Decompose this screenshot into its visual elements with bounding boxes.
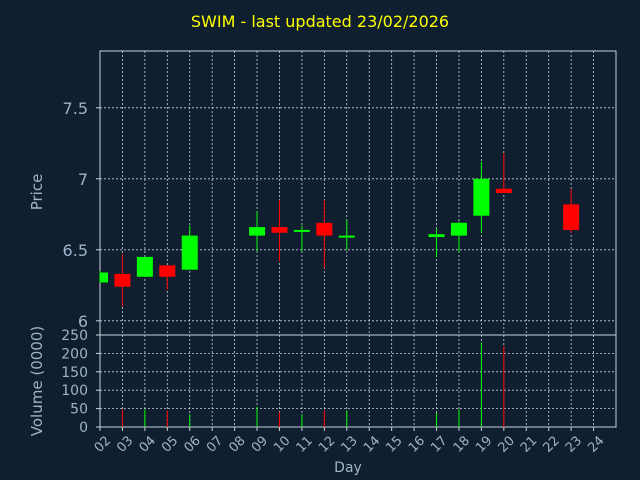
volume-tick-label: 0 <box>79 420 88 436</box>
volume-panel: 0 50 100 150 200 250 <box>61 328 617 436</box>
x-tick-label: 17 <box>428 433 450 455</box>
price-axis-label: Price <box>28 174 46 211</box>
x-tick-label: 21 <box>518 433 540 455</box>
x-tick-label: 02 <box>92 433 114 455</box>
x-tick-label: 06 <box>181 433 203 455</box>
x-tick-label: 13 <box>339 433 361 455</box>
candle-body <box>428 234 445 238</box>
x-tick-label: 07 <box>204 433 226 455</box>
volume-bars <box>121 342 505 427</box>
price-tick-label: 7.5 <box>63 99 88 118</box>
candle-body <box>181 235 198 270</box>
candle-body <box>316 222 333 236</box>
x-tick-label: 19 <box>473 433 495 455</box>
candle-body <box>159 265 176 277</box>
volume-tick-label: 150 <box>61 365 88 381</box>
x-tick-label: 04 <box>137 433 159 455</box>
x-tick-label: 09 <box>249 433 271 455</box>
x-tick-label: 11 <box>294 433 316 455</box>
candle-body <box>563 204 580 230</box>
x-tick-label: 23 <box>563 433 585 455</box>
volume-tick-label: 50 <box>70 402 88 418</box>
x-tick-label: 03 <box>114 433 136 455</box>
x-tick-label: 22 <box>540 433 562 455</box>
x-tick-labels: 02 03 04 05 06 07 08 09 10 11 12 13 14 15 16 17 18 19 20 21… <box>92 427 608 456</box>
candle-body <box>100 272 108 283</box>
candle-body <box>495 188 512 193</box>
candle-body <box>114 273 131 287</box>
price-panel: 6 6.5 7 7.5 <box>63 50 617 336</box>
volume-axis-label: Volume (0000) <box>28 326 46 436</box>
candle-body <box>249 227 266 236</box>
x-tick-label: 20 <box>496 433 518 455</box>
candle-body <box>136 256 153 277</box>
x-tick-label: 14 <box>361 433 383 455</box>
x-tick-label: 15 <box>383 433 405 455</box>
price-plot-area <box>99 50 617 336</box>
x-axis-label: Day <box>334 460 362 476</box>
candle-body <box>293 229 310 232</box>
volume-tick-label: 200 <box>61 346 88 362</box>
candle-body <box>338 235 355 238</box>
price-tick-label: 6 <box>78 312 88 331</box>
x-tick-label: 05 <box>159 433 181 455</box>
x-tick-label: 12 <box>316 433 338 455</box>
price-tick-label: 7 <box>78 170 88 189</box>
candle-body <box>473 178 490 216</box>
volume-tick-label: 100 <box>61 383 88 399</box>
x-tick-label: 10 <box>271 433 293 455</box>
x-tick-label: 16 <box>406 433 428 455</box>
volume-y-tick-labels: 0 50 100 150 200 250 <box>61 328 100 436</box>
x-tick-label: 24 <box>585 433 607 455</box>
candles <box>99 153 580 307</box>
chart-title: SWIM - last updated 23/02/2026 <box>190 12 450 31</box>
price-gridlines <box>100 51 616 335</box>
price-tick-label: 6.5 <box>63 241 88 260</box>
x-tick-label: 08 <box>226 433 248 455</box>
volume-gridlines <box>100 335 616 427</box>
candle-body <box>450 222 467 236</box>
candle-body <box>271 227 288 233</box>
volume-tick-label: 250 <box>61 328 88 344</box>
volume-plot-area <box>99 334 617 428</box>
x-tick-label: 18 <box>451 433 473 455</box>
price-y-tick-labels: 6 6.5 7 7.5 <box>63 99 100 331</box>
